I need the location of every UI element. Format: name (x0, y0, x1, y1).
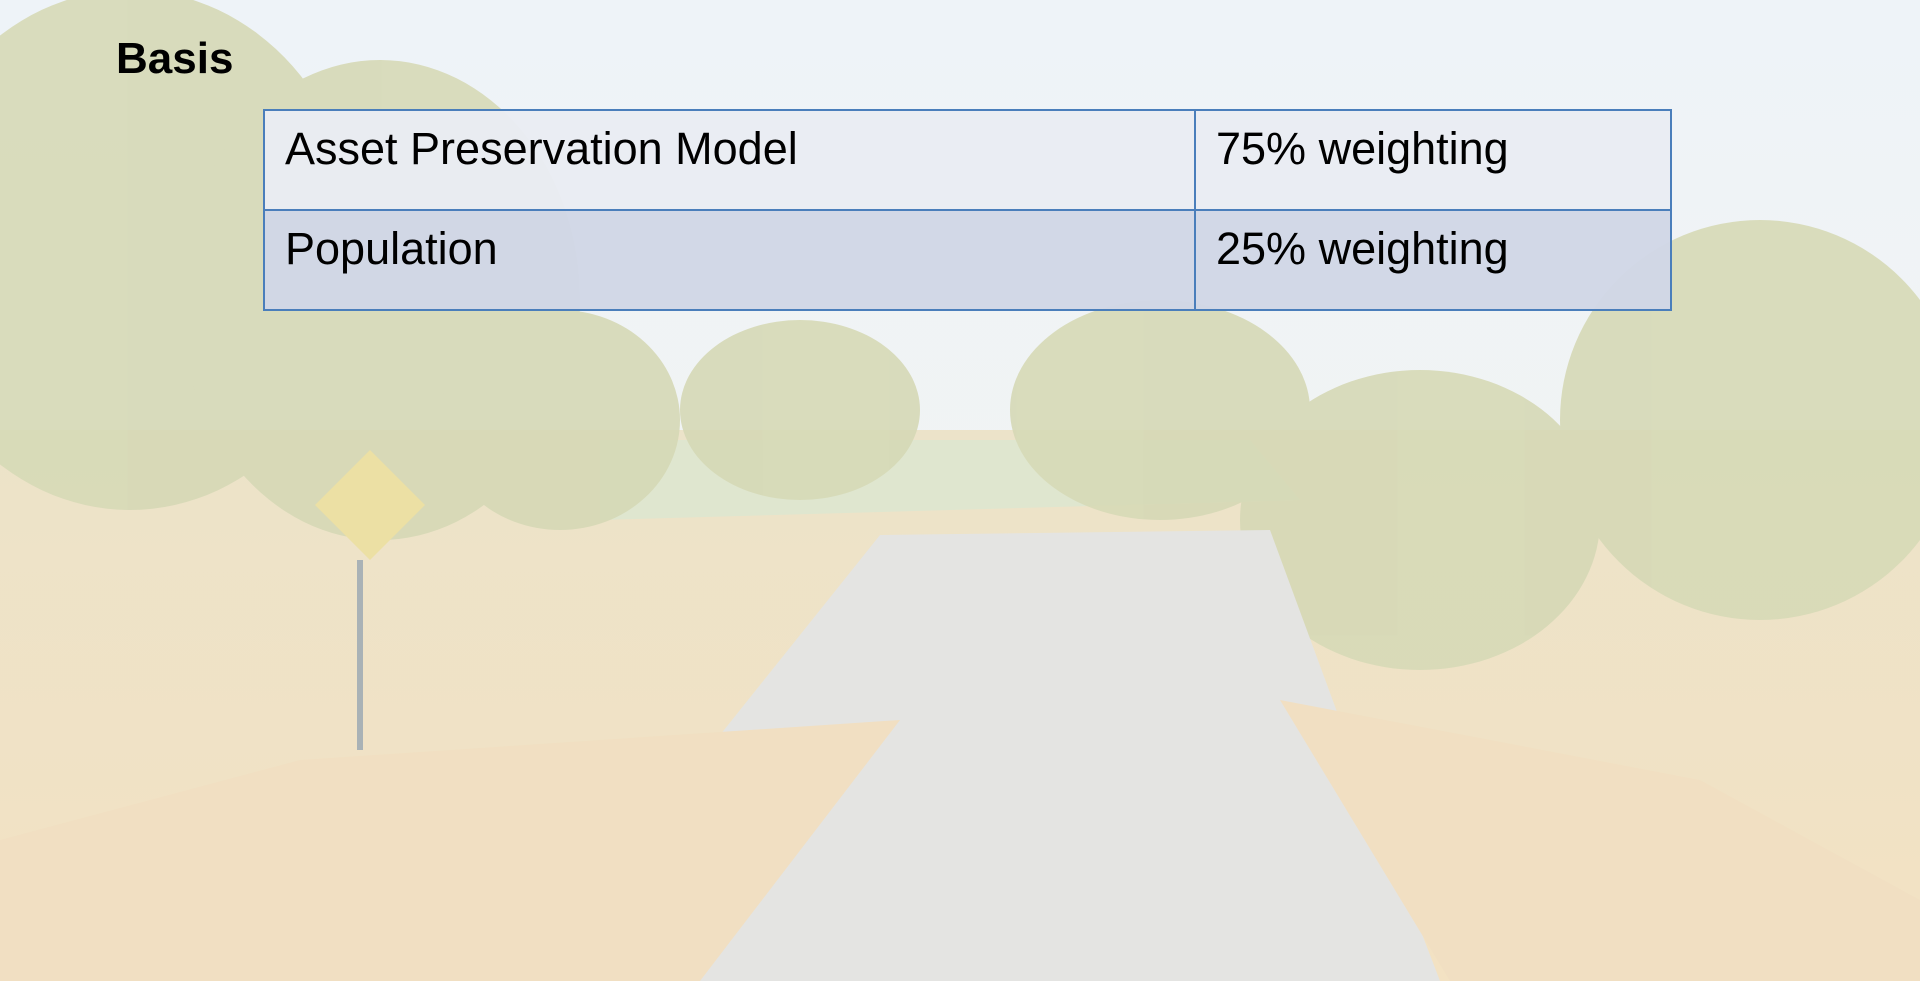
slide: Basis Asset Preservation Model 75% weigh… (0, 0, 1920, 981)
table-row: Population 25% weighting (264, 210, 1671, 310)
weighting-table: Asset Preservation Model 75% weighting P… (263, 109, 1672, 311)
table-cell: 25% weighting (1195, 210, 1671, 310)
slide-title: Basis (116, 34, 233, 84)
table-row: Asset Preservation Model 75% weighting (264, 110, 1671, 210)
table-cell: 75% weighting (1195, 110, 1671, 210)
table-cell: Asset Preservation Model (264, 110, 1195, 210)
table-cell: Population (264, 210, 1195, 310)
